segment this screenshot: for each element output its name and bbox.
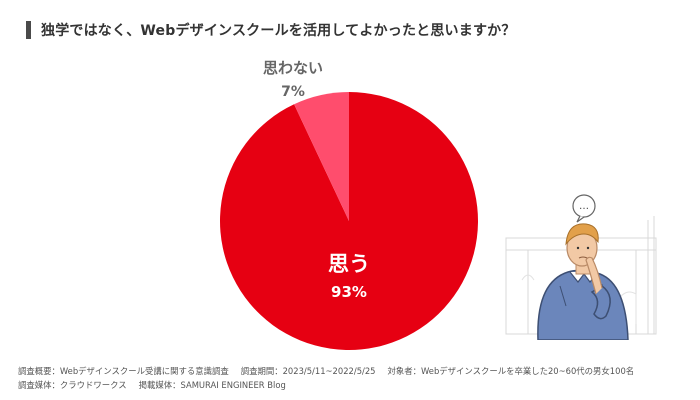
survey-medium: 調査媒体：クラウドワークス: [18, 380, 127, 390]
pie-slice-omowanai: [294, 92, 349, 221]
publication-medium: 掲載媒体：SAMURAI ENGINEER Blog: [138, 380, 286, 390]
footer-line-1: 調査概要：Webデザインスクール受講に関する意識調査 調査期間：2023/5/11…: [18, 364, 634, 378]
svg-text:…: …: [579, 201, 589, 212]
survey-overview: 調査概要：Webデザインスクール受講に関する意識調査: [18, 366, 229, 376]
survey-period: 調査期間：2023/5/11~2022/5/25: [240, 366, 376, 376]
survey-target: 対象者：Webデザインスクールを卒業した20~60代の男女100名: [387, 366, 635, 376]
speech-bubble: …: [572, 194, 596, 223]
pie-slices: [219, 92, 478, 350]
title-text: 独学ではなく、Webデザインスクールを活用してよかったと思いますか？: [41, 23, 516, 39]
slice-value-omou: 93%: [331, 283, 367, 301]
chart-title: 独学ではなく、Webデザインスクールを活用してよかったと思いますか？: [26, 20, 516, 40]
pie-slice-omou: [219, 92, 478, 350]
title-accent-bar: [26, 21, 31, 39]
footer-line-2: 調査媒体：クラウドワークス 掲載媒体：SAMURAI ENGINEER Blog: [18, 378, 634, 392]
slice-label-omowanai: 思わない: [263, 59, 323, 77]
thinking-man-illustration: …: [505, 194, 657, 340]
slice-value-omowanai: 7%: [281, 84, 305, 100]
survey-footer: 調査概要：Webデザインスクール受講に関する意識調査 調査期間：2023/5/11…: [18, 364, 634, 392]
slice-label-omou: 思う: [328, 252, 370, 276]
